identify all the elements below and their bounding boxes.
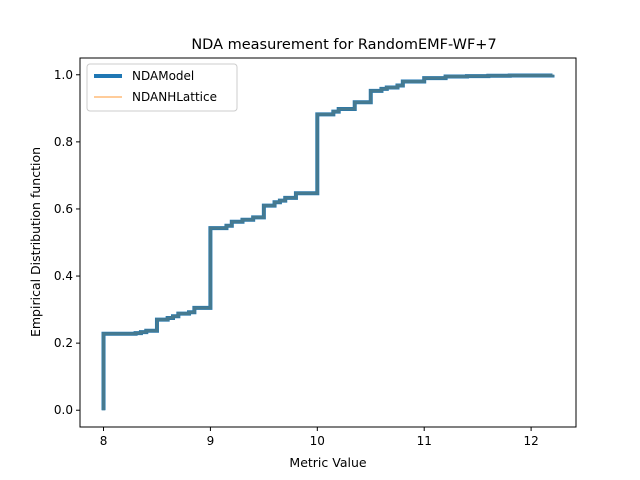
- legend-box: [86, 63, 238, 112]
- series-line-ndanhlattice: [102, 73, 554, 411]
- legend-label-ndanhlattice: NDANHLattice: [132, 90, 217, 104]
- plot-area: [79, 57, 577, 428]
- x-tick-label: 10: [310, 434, 325, 448]
- legend-label-ndamodel: NDAModel: [132, 69, 194, 83]
- x-tick-label: 9: [207, 434, 215, 448]
- y-tick-label: 1.0: [54, 68, 73, 82]
- x-axis-ticks: 8 9 10 11 12: [100, 427, 539, 448]
- y-tick-label: 0.2: [54, 336, 73, 350]
- legend: NDAModel NDANHLattice: [86, 63, 238, 112]
- chart-title: NDA measurement for RandomEMF-WF+7: [191, 37, 496, 53]
- y-tick-label: 0.8: [54, 135, 73, 149]
- y-axis-label: Empirical Distribution function: [28, 147, 43, 337]
- series-line-ndamodel: [101, 73, 555, 411]
- y-axis-ticks: 0.0 0.2 0.4 0.6 0.8 1.0: [54, 68, 80, 417]
- x-tick-label: 11: [417, 434, 432, 448]
- x-tick-label: 12: [523, 434, 538, 448]
- y-tick-label: 0.0: [54, 403, 73, 417]
- x-tick-label: 8: [100, 434, 108, 448]
- x-axis-label: Metric Value: [289, 455, 366, 470]
- series-layer: [101, 73, 555, 411]
- y-tick-label: 0.6: [54, 202, 73, 216]
- axes-frame: [79, 57, 577, 428]
- y-tick-label: 0.4: [54, 269, 73, 283]
